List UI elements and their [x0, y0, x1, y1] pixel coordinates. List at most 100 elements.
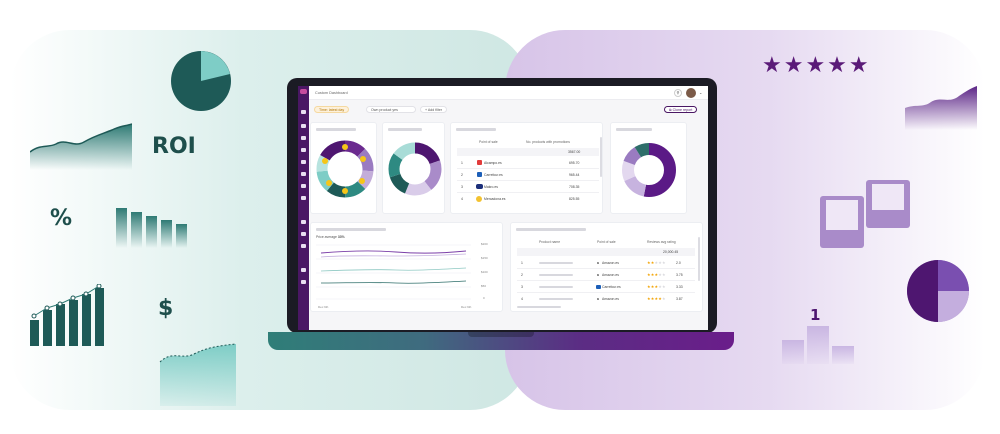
product-name-placeholder	[539, 262, 573, 264]
sidebar	[298, 86, 309, 330]
growth-bar-chart-icon	[30, 284, 104, 346]
column-header-pos: Point of sale	[597, 240, 616, 244]
y-tick: $150	[481, 256, 488, 260]
amazon-logo: a	[597, 273, 599, 277]
copy-icon: ⧉	[669, 108, 673, 112]
image-cards-icon	[820, 180, 910, 248]
pie-chart-icon	[171, 51, 231, 111]
sidebar-car-icon[interactable]	[301, 244, 306, 248]
row-rank: 4	[521, 297, 523, 301]
user-avatar[interactable]	[686, 88, 696, 98]
laptop-base	[268, 332, 734, 350]
row-rank: 1	[461, 161, 463, 165]
amazon-logo: a	[597, 297, 599, 301]
price-average-subtitle: Price average 33%	[316, 235, 345, 239]
sidebar-box-icon[interactable]	[301, 160, 306, 164]
sidebar-store-icon[interactable]	[301, 148, 306, 152]
sidebar-chart-icon[interactable]	[301, 136, 306, 140]
five-stars-icon: ★★★★★	[762, 52, 871, 77]
add-filter-button[interactable]: + Add filter	[420, 106, 448, 113]
sidebar-cart-icon[interactable]	[301, 172, 306, 176]
x-tick: Dec 9th	[461, 305, 472, 309]
card-title-placeholder	[456, 128, 496, 131]
price-average-line-chart-card: Price average 33% $200 $150 $100 $50 0 D…	[310, 222, 503, 312]
total-value: 20,000.45	[663, 250, 679, 254]
row-value: 965.44	[569, 173, 580, 177]
point-of-sale-table-card: Point of sale No. products with promotio…	[450, 122, 603, 214]
search-icon[interactable]: ⚲	[674, 89, 682, 97]
row-divider	[457, 180, 599, 181]
price-average-line-chart	[316, 244, 471, 300]
row-store-name: Carrefour.es	[602, 285, 621, 289]
row-divider	[517, 292, 695, 293]
row-store-name: Amazon.es	[602, 297, 619, 301]
column-header-promotions: No. products with promotions	[526, 140, 570, 144]
clone-report-label: Clone report	[672, 108, 693, 112]
y-tick: $100	[481, 270, 488, 274]
card-title-placeholder	[316, 128, 356, 131]
area-chart-purple-icon	[905, 86, 977, 130]
chevron-down-icon[interactable]: ⌄	[699, 90, 703, 95]
total-value: 3567.00	[568, 150, 581, 154]
podium-first-label: 1	[810, 306, 821, 324]
time-filter-chip[interactable]: Time: latest day	[314, 106, 350, 113]
sidebar-widgets-icon[interactable]	[301, 220, 306, 224]
row-divider	[517, 280, 695, 281]
rating-stars: ★★★★★	[647, 296, 666, 301]
sidebar-dashboard-icon[interactable]	[301, 110, 306, 114]
rating-donut-card	[610, 122, 687, 214]
mercadona-logo	[476, 196, 482, 202]
card-title-placeholder	[388, 128, 422, 131]
table-scrollbar[interactable]	[698, 237, 700, 281]
pos-share-donut-card	[310, 122, 377, 214]
sidebar-list-icon[interactable]	[301, 196, 306, 200]
row-rating: 3.33	[676, 285, 683, 289]
total-row	[457, 148, 599, 156]
dashboard-screen: Custom Dashboard ⚲ ⌄ Time: latest day Ow…	[298, 86, 708, 330]
row-value: 708.35	[569, 185, 580, 189]
product-name-placeholder	[539, 298, 573, 300]
column-header-pos: Point of sale	[479, 140, 498, 144]
clone-report-button[interactable]: ⧉ Clone report	[664, 106, 698, 113]
row-rank: 3	[461, 185, 463, 189]
x-tick: Dec 9th	[318, 305, 329, 309]
sidebar-compass-icon[interactable]	[301, 232, 306, 236]
page-title: Custom Dashboard	[315, 91, 348, 95]
row-store-name: Amazon.es	[602, 261, 619, 265]
percent-label: %	[50, 206, 73, 231]
row-value: 825.55	[569, 197, 580, 201]
rating-stars: ★★★★★	[647, 260, 666, 265]
carrefour-logo	[477, 172, 482, 177]
podium-icon	[782, 326, 854, 364]
pie-chart-purple-icon	[907, 260, 969, 322]
row-rating: 3.87	[676, 297, 683, 301]
card-title-placeholder	[516, 228, 586, 231]
product-name-placeholder	[539, 274, 573, 276]
row-rating: 3.75	[676, 273, 683, 277]
total-row	[517, 248, 695, 256]
app-logo	[300, 89, 307, 94]
brand-share-donut-chart	[316, 140, 374, 198]
sidebar-catalog-icon[interactable]	[301, 184, 306, 188]
bar-chart-icon	[116, 208, 187, 248]
category-donut-chart	[388, 142, 442, 196]
laptop-notch	[468, 332, 534, 337]
sidebar-price-icon[interactable]	[301, 124, 306, 128]
row-rating: 2.0	[676, 261, 681, 265]
column-header-rating: Reviews avg rating	[647, 240, 676, 244]
row-divider	[457, 192, 599, 193]
rating-stars: ★★★★★	[647, 284, 666, 289]
row-rank: 2	[521, 273, 523, 277]
product-name-placeholder	[539, 286, 573, 288]
roi-label: ROI	[152, 134, 196, 159]
top-bar: Custom Dashboard ⚲ ⌄	[309, 86, 708, 100]
sidebar-help-icon[interactable]	[301, 280, 306, 284]
sidebar-info-icon[interactable]	[301, 268, 306, 272]
own-product-filter-chip[interactable]: Own product yes	[366, 106, 416, 113]
row-value: 695.70	[569, 161, 580, 165]
category-donut-card	[382, 122, 445, 214]
dollar-label: $	[158, 296, 174, 321]
table-scrollbar[interactable]	[600, 137, 602, 177]
rating-stars: ★★★★★	[647, 272, 666, 277]
row-store-name: Makro.es	[484, 185, 498, 189]
